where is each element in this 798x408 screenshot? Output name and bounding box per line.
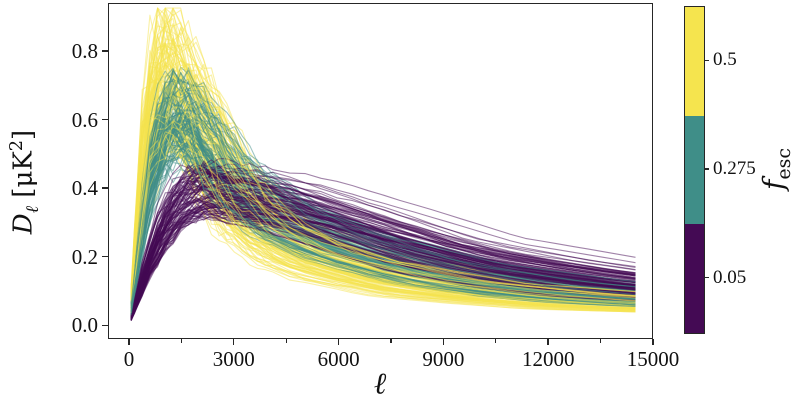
y-axis-unit-open: [ (8, 187, 39, 198)
spectrum-curve (130, 143, 636, 313)
x-axis-tick-label: 0 (123, 347, 135, 371)
y-axis-tick (102, 324, 108, 326)
y-axis-unit-exponent: 2 (7, 139, 28, 152)
y-axis-label-symbol: D (8, 213, 39, 235)
y-axis-label-subscript: ℓ (22, 205, 43, 214)
spectrum-curve (130, 174, 636, 318)
x-axis-tick-label: 15000 (626, 347, 680, 371)
colorbar-tick-label: 0.05 (713, 266, 747, 288)
x-axis-minor-tick (285, 339, 287, 343)
x-axis-label: ℓ (374, 367, 387, 402)
colorbar-segment (685, 224, 704, 333)
spectrum-curve (130, 190, 636, 319)
x-axis-tick (233, 339, 235, 345)
x-axis-tick (442, 339, 445, 345)
spectrum-curve (130, 68, 636, 308)
x-axis-tick (337, 339, 340, 345)
colorbar-segment (685, 7, 704, 116)
x-axis-tick-label: 12000 (521, 347, 575, 371)
spectrum-curve (130, 132, 636, 307)
colorbar-label-symbol: f (757, 179, 791, 191)
colorbar-label: fesc (757, 148, 795, 190)
x-axis-tick (547, 339, 549, 345)
x-axis-tick (652, 339, 654, 345)
spectrum-curve (130, 134, 636, 311)
spectrum-curve (130, 177, 636, 320)
spectrum-curve (130, 166, 636, 318)
x-axis-tick-label: 3000 (212, 347, 255, 371)
y-axis-tick-label: 0.4 (71, 176, 98, 201)
colorbar-segment (685, 115, 704, 225)
curves-svg (130, 7, 636, 322)
y-axis-label: Dℓ [μK2] (7, 130, 43, 234)
x-axis-minor-tick (180, 339, 182, 343)
plot-box (108, 3, 653, 339)
y-axis-unit-close: ] (8, 129, 39, 140)
y-axis-tick (102, 118, 108, 121)
colorbar-tick-label: 0.275 (713, 158, 756, 179)
spectrum-curve (130, 187, 636, 319)
y-axis-tick (102, 256, 108, 258)
spectrum-curve (130, 171, 636, 317)
spectrum-curve (130, 201, 636, 321)
y-axis-tick (102, 187, 108, 189)
spectrum-curve (130, 158, 636, 319)
spectrum-curve (130, 205, 636, 321)
x-axis-label-symbol: ℓ (373, 366, 387, 402)
y-axis-tick-label: 0.2 (71, 244, 98, 269)
x-axis-tick (128, 339, 130, 345)
y-axis-tick-label: 0.8 (71, 39, 98, 63)
spectrum-curve (130, 7, 636, 301)
y-axis-unit: μK (8, 151, 39, 188)
colorbar (684, 6, 705, 334)
y-axis-tick (102, 50, 108, 52)
spectrum-curve (130, 102, 636, 314)
x-axis-tick-label: 6000 (317, 347, 360, 371)
colorbar-label-subscript: esc (772, 147, 795, 180)
colorbar-tick (704, 168, 710, 170)
spectrum-curve (130, 94, 636, 312)
spectrum-curve (130, 22, 636, 302)
x-axis-minor-tick (599, 339, 602, 343)
x-axis-tick-label: 9000 (422, 347, 465, 371)
y-axis-tick-label: 0.0 (71, 313, 98, 338)
y-axis-tick-label: 0.6 (71, 107, 98, 132)
colorbar-tick (704, 59, 710, 62)
x-axis-minor-tick (390, 339, 392, 343)
spectrum-curve (130, 67, 636, 309)
spectrum-curve (130, 162, 636, 316)
colorbar-tick-label: 0.5 (713, 49, 737, 71)
x-axis-minor-tick (495, 339, 497, 343)
spectrum-curve (130, 147, 636, 316)
colorbar-tick (704, 276, 710, 279)
spectrum-curve (130, 41, 636, 304)
spectrum-curve (130, 170, 636, 316)
spectrum-curve (130, 94, 636, 311)
spectrum-curve (130, 126, 636, 310)
